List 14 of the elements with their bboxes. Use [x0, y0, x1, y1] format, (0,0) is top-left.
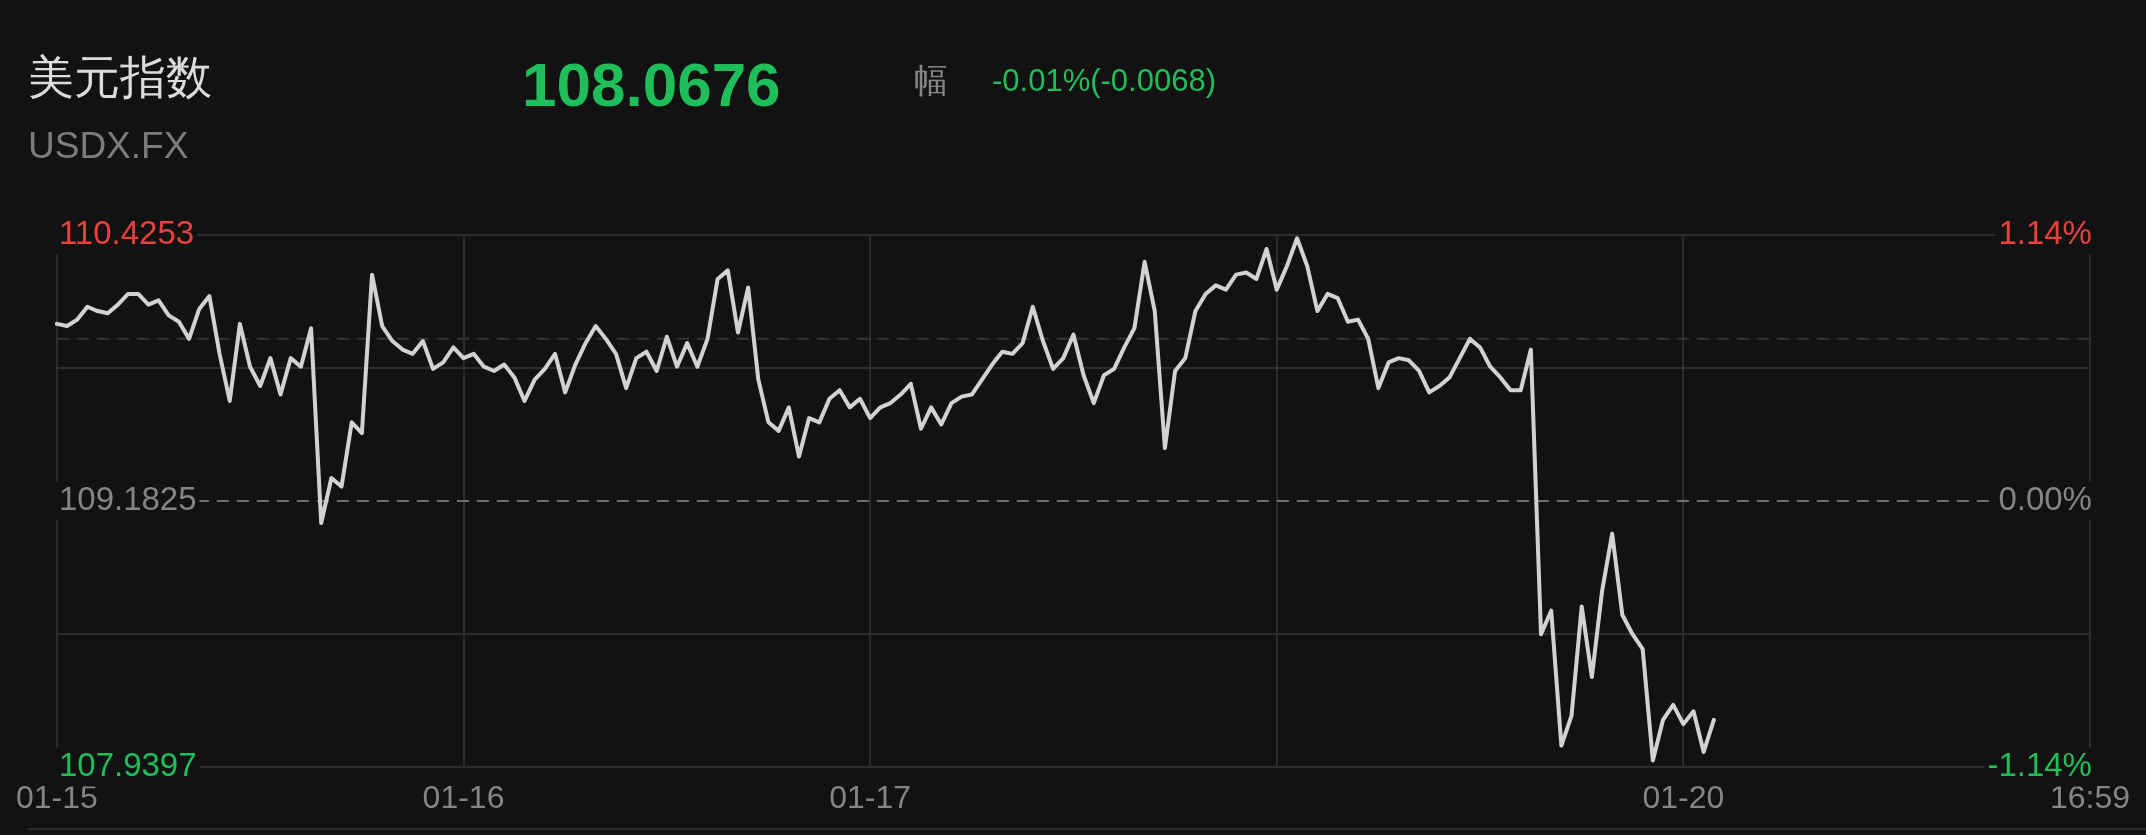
text: 幅 [914, 61, 948, 99]
chart-title: 美元指数 [28, 51, 212, 103]
y2-tick-label: -1.14% [1987, 746, 2092, 784]
x-tick-label: 01-20 [1642, 778, 1725, 815]
text: 108.0676 [522, 50, 781, 119]
y-tick-label: 107.9397 [58, 746, 197, 784]
text: -0.01%(-0.0068) [992, 63, 1217, 98]
y-tick-label: 110.4253 [58, 214, 195, 252]
y2-tick-label: 1.14% [1998, 214, 2092, 252]
x-tick-label: 01-16 [422, 778, 505, 815]
x-tick-label: 01-17 [829, 778, 912, 815]
y2-tick-label: 0.00% [1998, 480, 2092, 518]
y-tick-label: 109.1825 [58, 480, 197, 518]
chart-subtitle: USDX.FX [28, 125, 189, 166]
